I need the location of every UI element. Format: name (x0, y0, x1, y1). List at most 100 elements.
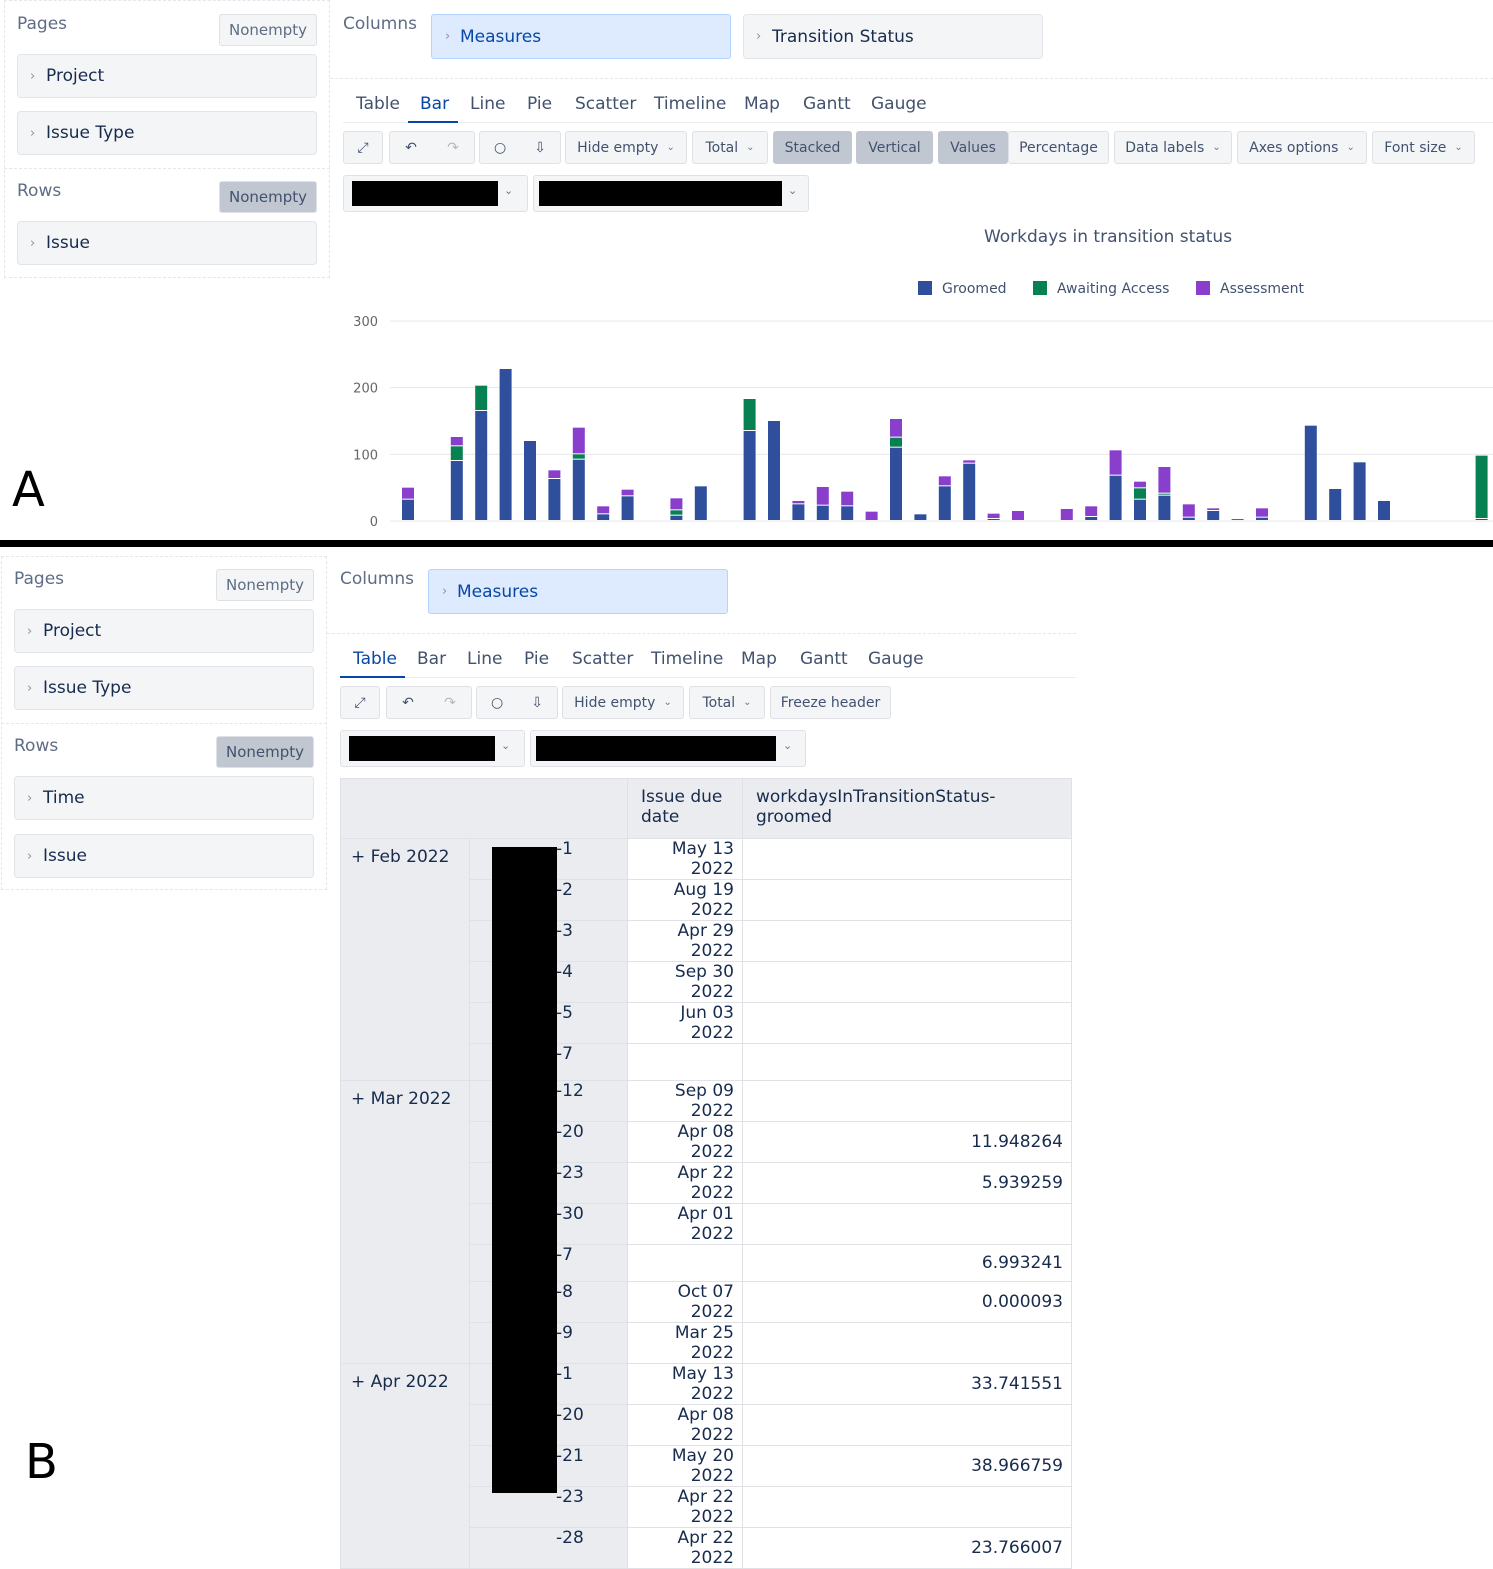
groomed-value-cell (742, 1403, 1072, 1446)
tab-scatter[interactable]: Scatter (572, 649, 634, 669)
fullscreen-button[interactable]: ⤢ (343, 131, 383, 164)
row-group-cell[interactable]: + Feb 2022 (340, 838, 470, 1081)
columns-divider (327, 633, 1076, 634)
pages-dimension-issue-type[interactable]: › Issue Type (17, 111, 317, 155)
vertical-toggle[interactable]: Vertical (856, 131, 933, 164)
tab-line[interactable]: Line (467, 649, 503, 669)
groomed-value-cell (742, 838, 1072, 880)
button-label: Axes options (1249, 139, 1339, 156)
pages-dimension-project[interactable]: › Project (14, 609, 314, 653)
total-dropdown[interactable]: Total ⌄ (689, 686, 765, 719)
data-labels-dropdown[interactable]: Data labels ⌄ (1114, 131, 1232, 164)
bar-segment (548, 479, 561, 520)
tab-gantt[interactable]: Gantt (803, 94, 851, 114)
bar-segment (841, 506, 854, 520)
pages-label: Pages (17, 14, 68, 34)
tab-line[interactable]: Line (470, 94, 506, 114)
legend-swatch (1033, 281, 1047, 295)
tab-timeline[interactable]: Timeline (654, 94, 727, 114)
tabs-bottom-border (343, 122, 1493, 123)
tab-gauge[interactable]: Gauge (871, 94, 927, 114)
rows-dimension-issue[interactable]: › Issue (17, 221, 317, 265)
chevron-down-icon: ⌄ (663, 697, 672, 708)
pages-nonempty-button[interactable]: Nonempty (216, 569, 314, 601)
bar-segment (572, 459, 585, 520)
row-group-cell[interactable]: + Apr 2022 (340, 1362, 470, 1569)
stacked-toggle[interactable]: Stacked (773, 131, 852, 164)
bar-segment (499, 369, 512, 520)
fullscreen-button[interactable]: ⤢ (340, 686, 380, 719)
hide-empty-dropdown[interactable]: Hide empty ⌄ (565, 131, 687, 164)
rows-nonempty-button[interactable]: Nonempty (219, 181, 317, 213)
expand-plus-icon[interactable]: + (351, 847, 371, 867)
column-header[interactable]: workdaysInTransitionStatus-groomed (742, 778, 1072, 839)
tab-table[interactable]: Table (353, 649, 397, 669)
pages-nonempty-button[interactable]: Nonempty (219, 14, 317, 46)
button-label: Hide empty (574, 694, 656, 711)
page-filter-select-1[interactable]: ⌄ (340, 730, 525, 767)
bar-segment (816, 487, 829, 505)
table-row: -21 May 20 2022 38.966759 (341, 1444, 1072, 1487)
expand-icon: ⤢ (357, 139, 369, 156)
dimension-label: Issue Type (46, 123, 135, 143)
values-toggle[interactable]: Values (938, 131, 1008, 164)
tab-gantt[interactable]: Gantt (800, 649, 848, 669)
tab-bar[interactable]: Bar (420, 94, 450, 114)
pages-dimension-project[interactable]: › Project (17, 54, 317, 98)
columns-dimension-measures[interactable]: › Measures (431, 14, 731, 59)
tab-bar[interactable]: Bar (417, 649, 447, 669)
due-date-cell: Apr 01 2022 (627, 1202, 743, 1245)
total-dropdown[interactable]: Total ⌄ (692, 131, 768, 164)
pages-dimension-issue-type[interactable]: › Issue Type (14, 666, 314, 710)
expand-plus-icon[interactable]: + (351, 1088, 371, 1109)
rows-nonempty-button[interactable]: Nonempty (216, 736, 314, 768)
dimension-label: Project (43, 621, 102, 641)
page-filter-select-2[interactable]: ⌄ (530, 730, 806, 767)
tab-timeline[interactable]: Timeline (651, 649, 724, 669)
bar-segment (1353, 462, 1366, 520)
comment-download-group[interactable]: ○ ⇩ (479, 131, 561, 164)
undo-button[interactable]: ↶ ↷ (389, 131, 475, 164)
tab-gauge[interactable]: Gauge (868, 649, 924, 669)
tab-map[interactable]: Map (744, 94, 780, 114)
page-filter-select-1[interactable]: ⌄ (343, 175, 528, 212)
undo-button[interactable]: ↶ ↷ (386, 686, 472, 719)
bar-segment (450, 446, 463, 460)
bar-segment (963, 463, 976, 520)
tab-map[interactable]: Map (741, 649, 777, 669)
bar-segment (1304, 425, 1317, 520)
rows-label: Rows (17, 181, 62, 201)
hide-empty-dropdown[interactable]: Hide empty ⌄ (562, 686, 684, 719)
pages-label: Pages (14, 569, 65, 589)
table-row: + Feb 2022 -1 May 13 2022 (340, 838, 1072, 1081)
expand-plus-icon[interactable]: + (351, 1371, 371, 1392)
bar-segment (621, 496, 634, 520)
tab-pie[interactable]: Pie (527, 94, 553, 114)
percentage-toggle[interactable]: Percentage (1008, 131, 1109, 164)
groomed-value-cell (742, 1485, 1072, 1528)
font-size-dropdown[interactable]: Font size ⌄ (1372, 131, 1475, 164)
column-header[interactable]: Issue due date (627, 778, 743, 839)
chevron-right-icon: › (30, 125, 36, 141)
dimension-label: Transition Status (772, 26, 914, 47)
due-date-cell: Apr 29 2022 (627, 920, 743, 962)
table-header-row: Issue due date workdaysInTransitionStatus… (340, 778, 1072, 839)
freeze-header-button[interactable]: Freeze header (770, 686, 891, 719)
comment-download-group[interactable]: ○ ⇩ (476, 686, 558, 719)
tab-pie[interactable]: Pie (524, 649, 550, 669)
rows-dimension-time[interactable]: › Time (14, 776, 314, 820)
columns-dimension-transition-status[interactable]: › Transition Status (743, 14, 1043, 59)
redacted-issue-keys (492, 847, 557, 1493)
columns-dimension-measures[interactable]: › Measures (428, 569, 728, 614)
tab-scatter[interactable]: Scatter (575, 94, 637, 114)
rows-dimension-issue[interactable]: › Issue (14, 834, 314, 878)
legend-swatch (918, 281, 932, 295)
bar-segment (1378, 501, 1390, 520)
issue-cell[interactable]: -28 (469, 1526, 628, 1569)
tab-table[interactable]: Table (356, 94, 400, 114)
row-group-cell[interactable]: + Mar 2022 (340, 1079, 470, 1364)
bar-segment (1207, 511, 1220, 520)
page-filter-select-2[interactable]: ⌄ (533, 175, 809, 212)
axes-options-dropdown[interactable]: Axes options ⌄ (1237, 131, 1367, 164)
row-group-label: Apr 2022 (370, 1371, 449, 1392)
